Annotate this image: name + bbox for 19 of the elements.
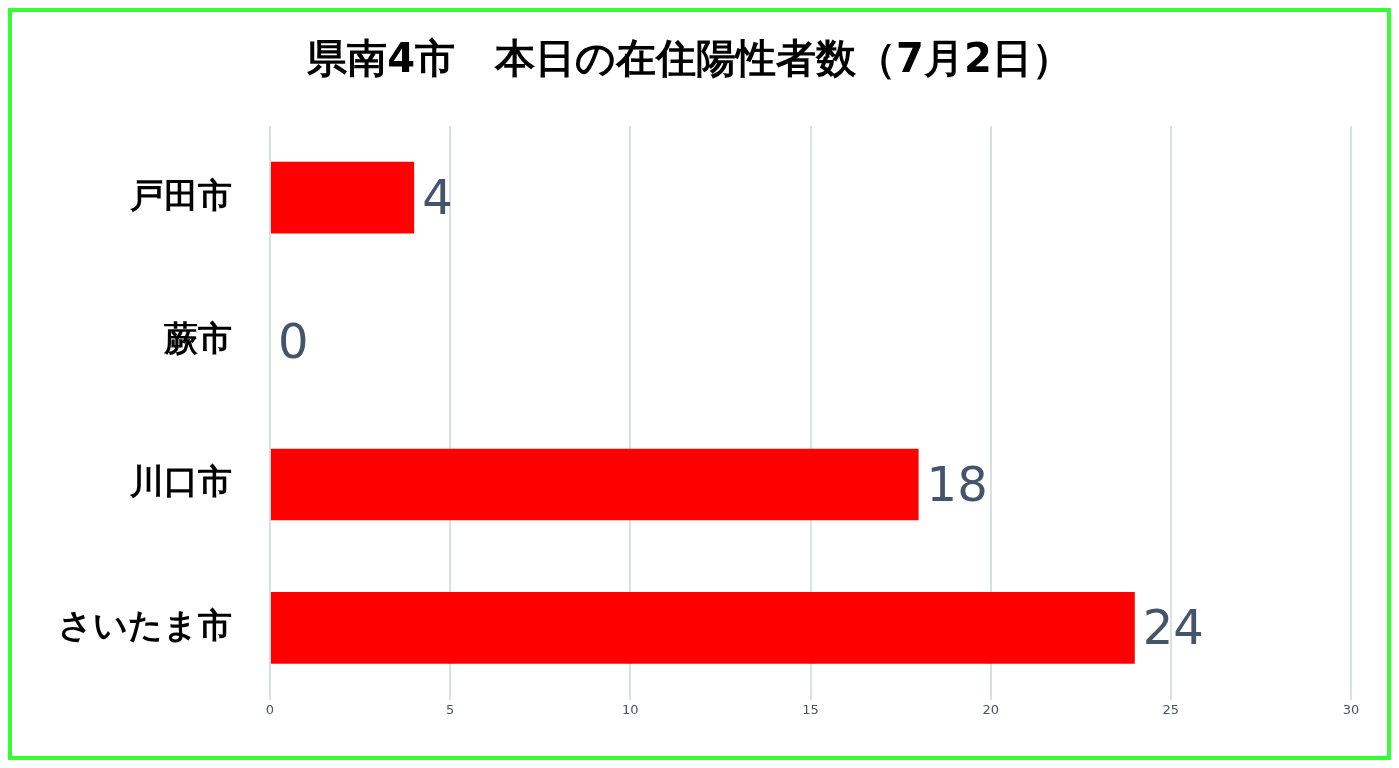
data-label: 18 bbox=[926, 455, 988, 512]
x-tick-label: 25 bbox=[1162, 701, 1180, 717]
bar bbox=[271, 448, 919, 521]
x-tick-label: 5 bbox=[446, 701, 455, 717]
x-tick-label: 20 bbox=[982, 701, 999, 717]
y-tick-label: さいたま市 bbox=[58, 604, 232, 645]
bar bbox=[271, 161, 415, 234]
data-label: 4 bbox=[422, 169, 453, 226]
data-label: 24 bbox=[1142, 599, 1204, 656]
x-tick-label: 0 bbox=[265, 701, 275, 717]
data-label: 0 bbox=[278, 312, 309, 369]
x-tick-label: 10 bbox=[622, 701, 639, 717]
y-tick-label: 戸田市 bbox=[129, 174, 232, 215]
x-tick-label: 30 bbox=[1342, 701, 1360, 717]
y-tick-label: 蕨市 bbox=[163, 317, 232, 358]
y-tick-label: 川口市 bbox=[129, 461, 232, 502]
bar bbox=[271, 592, 1135, 664]
chart-title: 県南4市 本日の在住陽性者数（7月2日） bbox=[306, 35, 1072, 82]
x-tick-label: 15 bbox=[802, 701, 819, 717]
